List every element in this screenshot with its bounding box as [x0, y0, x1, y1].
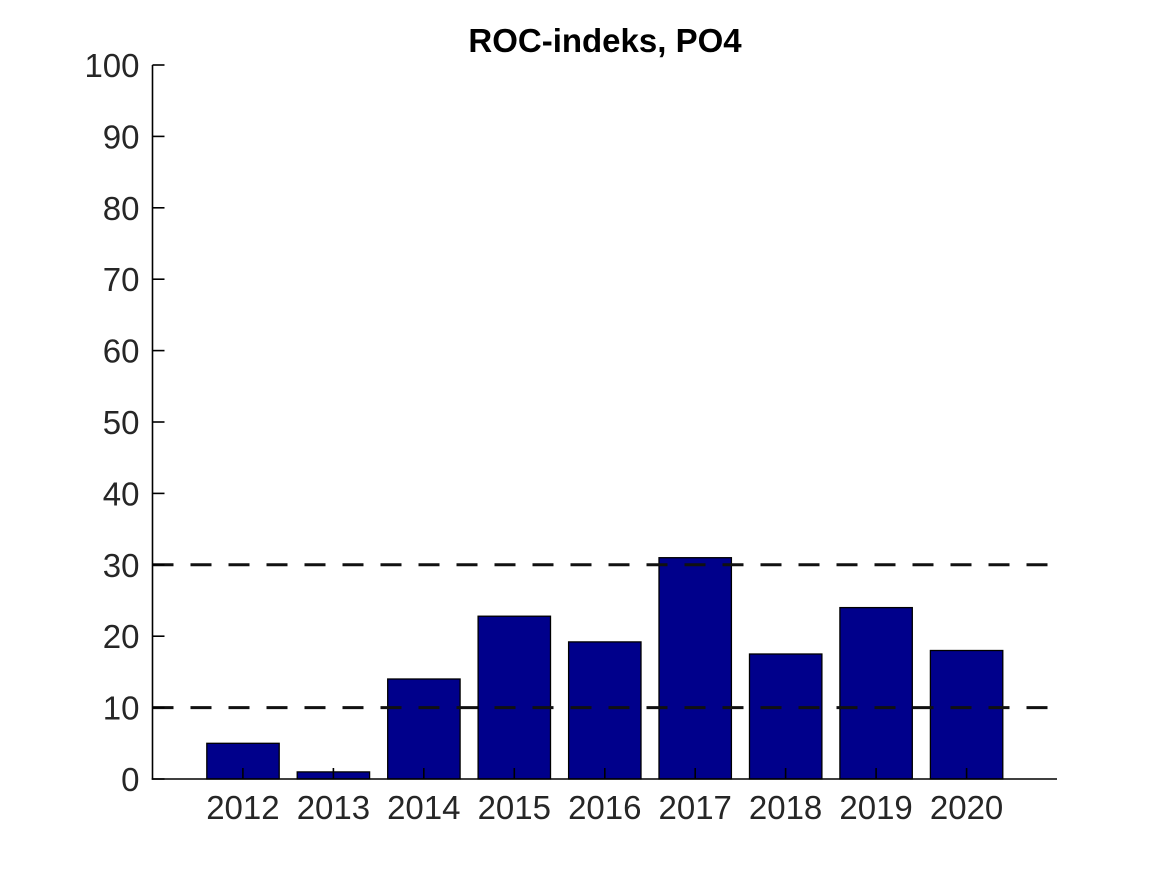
y-tick-label-10: 10 [103, 690, 140, 727]
y-tick-label-30: 30 [103, 547, 140, 584]
bar-2019 [839, 606, 913, 780]
x-tick-label-2017: 2017 [658, 789, 731, 826]
y-tick-label-70: 70 [103, 261, 140, 298]
x-tick-label-2014: 2014 [387, 789, 460, 826]
bars-group [206, 557, 1004, 780]
x-tick-label-2020: 2020 [930, 789, 1003, 826]
bar-2014 [387, 678, 461, 780]
chart-title: ROC-indeks, PO4 [468, 22, 742, 59]
y-tick-label-40: 40 [103, 475, 140, 512]
bar-2020 [929, 649, 1004, 780]
x-tick-label-2016: 2016 [568, 789, 641, 826]
y-tick-label-100: 100 [84, 47, 139, 84]
x-axis-ticks-group: 2012 2013 2014 2015 2016 2017 2018 2019 2020 [206, 768, 1003, 826]
y-tick-label-60: 60 [103, 333, 140, 370]
y-tick-label-50: 50 [103, 404, 140, 441]
x-tick-label-2012: 2012 [206, 789, 279, 826]
bar-2017 [658, 557, 733, 780]
x-tick-label-2015: 2015 [478, 789, 551, 826]
y-tick-label-20: 20 [103, 618, 140, 655]
y-tick-label-90: 90 [103, 118, 140, 155]
bar-2016 [567, 641, 642, 780]
y-tick-label-80: 80 [103, 190, 140, 227]
x-tick-label-2013: 2013 [297, 789, 370, 826]
x-tick-label-2018: 2018 [749, 789, 822, 826]
y-axis-ticks-group: 0 10 20 30 40 50 60 70 80 90 100 [84, 47, 165, 798]
y-tick-label-0: 0 [121, 761, 139, 798]
bar-2015 [477, 615, 552, 780]
x-tick-label-2019: 2019 [839, 789, 912, 826]
bar-2018 [748, 653, 823, 780]
